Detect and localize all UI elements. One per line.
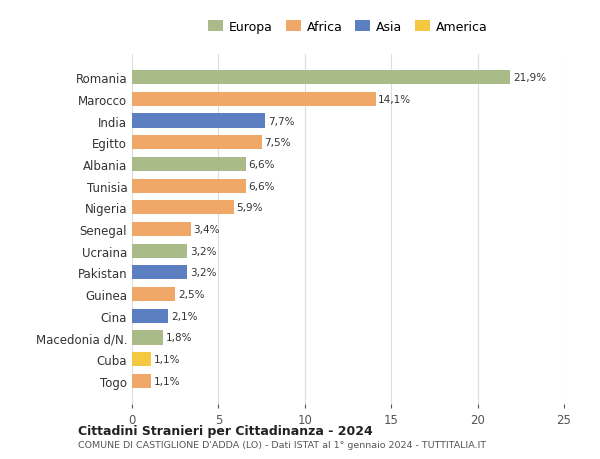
Text: 1,1%: 1,1% (154, 376, 180, 386)
Text: 7,7%: 7,7% (268, 116, 294, 126)
Bar (132, 223, 191, 236)
Bar (132, 157, 246, 172)
Text: 6,6%: 6,6% (248, 160, 275, 169)
Bar (132, 374, 151, 388)
Text: 14,1%: 14,1% (378, 95, 412, 105)
Bar (132, 287, 175, 302)
Bar (132, 136, 262, 150)
Text: 3,4%: 3,4% (193, 224, 220, 235)
Bar (132, 71, 511, 85)
Text: 21,9%: 21,9% (513, 73, 546, 83)
Legend: Europa, Africa, Asia, America: Europa, Africa, Asia, America (203, 16, 493, 39)
Bar (132, 244, 187, 258)
Text: 2,1%: 2,1% (171, 311, 197, 321)
Bar (132, 309, 168, 323)
Text: 5,9%: 5,9% (236, 203, 263, 213)
Text: 7,5%: 7,5% (264, 138, 290, 148)
Bar (132, 114, 265, 129)
Bar (132, 353, 151, 366)
Text: Cittadini Stranieri per Cittadinanza - 2024: Cittadini Stranieri per Cittadinanza - 2… (78, 424, 373, 437)
Text: 2,5%: 2,5% (178, 290, 204, 299)
Text: 1,1%: 1,1% (154, 354, 180, 364)
Bar (132, 266, 187, 280)
Bar (132, 330, 163, 345)
Text: 3,2%: 3,2% (190, 268, 217, 278)
Text: COMUNE DI CASTIGLIONE D'ADDA (LO) - Dati ISTAT al 1° gennaio 2024 - TUTTITALIA.I: COMUNE DI CASTIGLIONE D'ADDA (LO) - Dati… (78, 441, 486, 449)
Bar (132, 201, 234, 215)
Bar (132, 93, 376, 106)
Text: 1,8%: 1,8% (166, 333, 192, 343)
Text: 6,6%: 6,6% (248, 181, 275, 191)
Text: 3,2%: 3,2% (190, 246, 217, 256)
Bar (132, 179, 246, 193)
